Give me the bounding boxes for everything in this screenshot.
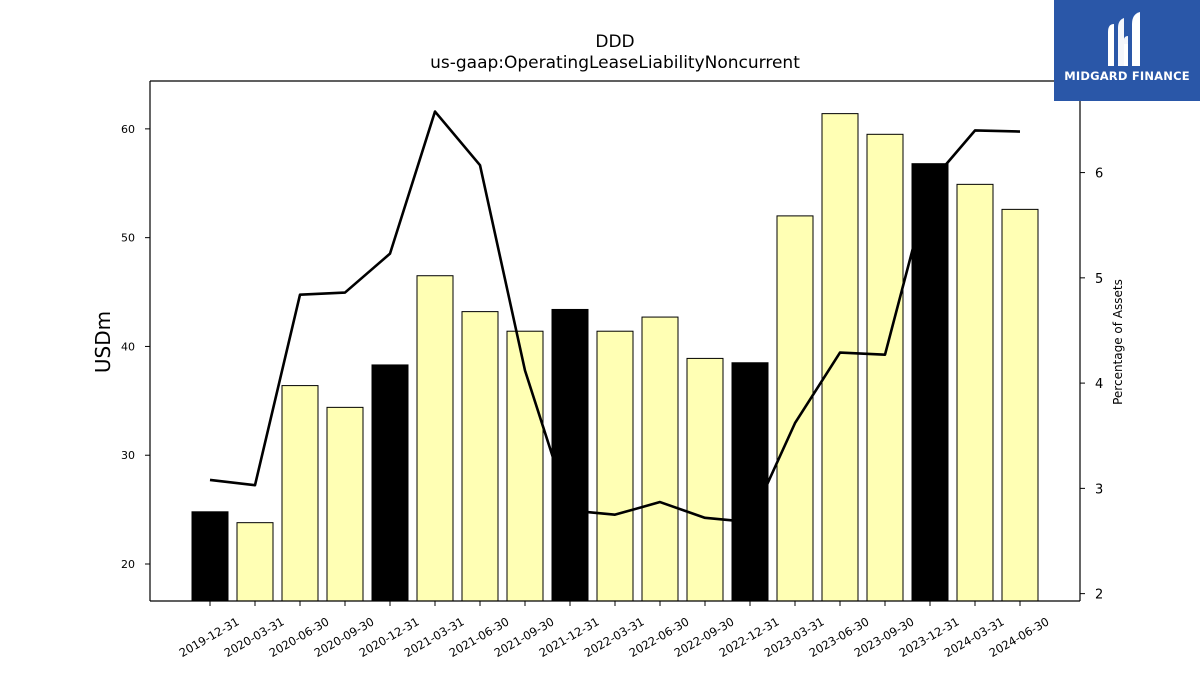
y2-tick-label-5: 5 [1095,272,1103,287]
bar-2020-03-31 [236,522,274,602]
bar-2021-06-30 [461,311,499,602]
bar-2020-09-30 [326,406,364,602]
bar-2019-12-31 [191,511,229,602]
bar-2023-06-30 [821,113,859,602]
brand-name: MIDGARD FINANCE [1064,69,1190,83]
bar-2024-03-31 [956,183,994,602]
bar-2022-12-31 [731,362,769,602]
y-tick-label-40: 40 [121,340,135,353]
y-tick-label-60: 60 [121,123,135,136]
bar-2021-03-31 [416,275,454,602]
bar-2024-06-30 [1001,208,1039,602]
y2-axis-label: Percentage of Assets [1111,279,1125,405]
brand-logo: MIDGARD FINANCE [1054,0,1200,101]
bars-layer [191,113,1039,602]
bar-2023-09-30 [866,133,904,602]
bar-2023-12-31 [911,163,949,602]
bar-2022-03-31 [596,330,634,602]
midgard-logo-icon [1108,12,1140,66]
bar-2020-06-30 [281,385,319,602]
y-tick-label-20: 20 [121,558,135,571]
bar-2021-09-30 [506,330,544,602]
bar-2022-09-30 [686,357,724,602]
bar-2021-12-31 [551,308,589,602]
chart-subtitle: us-gaap:OperatingLeaseLiabilityNoncurren… [430,53,800,73]
y2-tick-label-2: 2 [1095,588,1103,603]
y2-tick-label-3: 3 [1095,482,1103,497]
line-layer [209,110,1021,524]
series-line-percentage-of-assets [209,110,1021,524]
y2-tick-label-4: 4 [1095,377,1103,392]
y2-tick-label-6: 6 [1095,167,1103,182]
bar-2020-12-31 [371,364,409,602]
bar-2023-03-31 [776,215,814,602]
y-axis-label: USDm [91,311,115,373]
chart-title: DDD [595,32,635,52]
y-tick-label-30: 30 [121,449,135,462]
bar-2022-06-30 [641,316,679,602]
y-tick-label-50: 50 [121,232,135,245]
